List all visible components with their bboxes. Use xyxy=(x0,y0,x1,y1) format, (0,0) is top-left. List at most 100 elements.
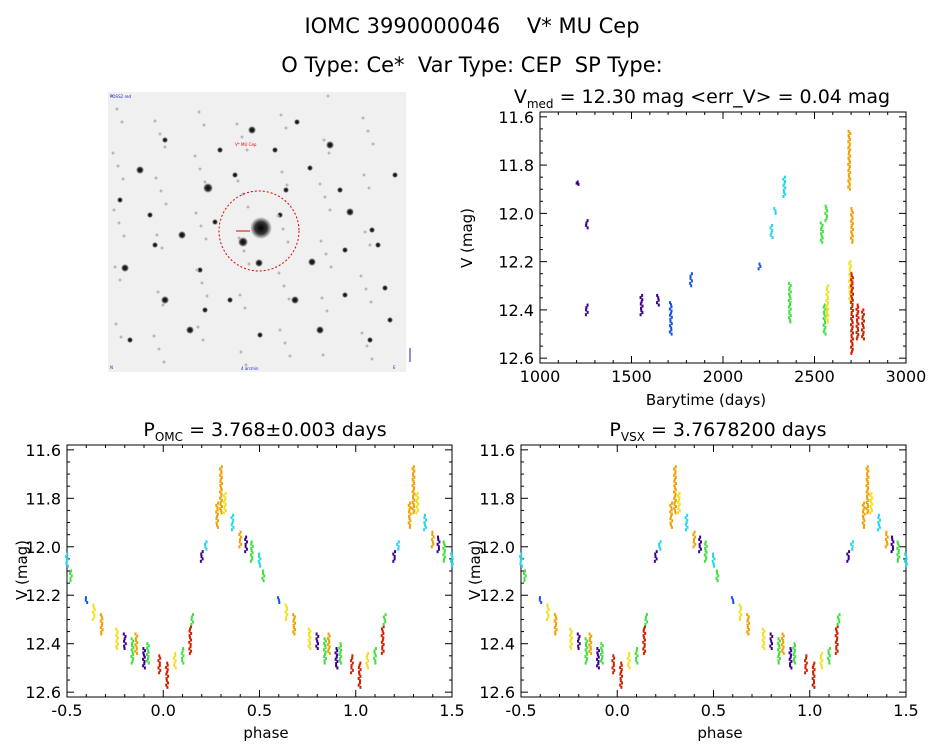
data-point xyxy=(761,627,764,631)
data-point xyxy=(519,554,522,558)
data-point xyxy=(284,617,287,621)
data-point xyxy=(99,626,102,630)
data-point xyxy=(813,661,816,665)
data-point xyxy=(339,644,342,648)
data-point xyxy=(628,666,631,670)
data-point xyxy=(896,540,899,544)
sky-image-panel: POSS2 red V* MU Cep N 4 arcmin E xyxy=(108,92,411,372)
data-point xyxy=(92,610,95,614)
data-point xyxy=(620,681,623,685)
data-point xyxy=(892,540,895,544)
faint-star xyxy=(329,265,333,269)
data-point xyxy=(351,661,354,665)
data-point xyxy=(293,615,296,619)
data-point xyxy=(866,511,869,515)
data-point xyxy=(905,562,908,566)
data-point xyxy=(397,540,400,544)
data-point xyxy=(636,647,639,651)
data-point xyxy=(689,274,692,278)
data-point xyxy=(217,519,220,523)
data-point xyxy=(220,488,223,492)
faint-star xyxy=(111,151,115,155)
data-point xyxy=(670,508,673,512)
data-point xyxy=(705,557,708,561)
data-point xyxy=(668,324,671,328)
data-point xyxy=(698,542,701,546)
data-point xyxy=(634,651,637,655)
data-point xyxy=(570,631,573,635)
data-point xyxy=(408,510,411,514)
faint-star xyxy=(121,177,125,181)
data-point xyxy=(612,654,615,658)
data-point xyxy=(789,320,792,324)
data-point xyxy=(641,311,644,315)
data-point xyxy=(340,661,343,665)
data-point xyxy=(436,550,439,554)
data-point xyxy=(335,647,338,651)
data-point xyxy=(782,634,785,638)
data-point xyxy=(712,554,715,558)
data-point xyxy=(848,136,851,140)
data-point xyxy=(92,603,95,607)
data-point xyxy=(813,685,816,689)
star xyxy=(178,231,186,239)
data-point xyxy=(896,557,899,561)
data-point xyxy=(686,518,689,522)
data-point xyxy=(586,310,589,314)
data-point xyxy=(811,676,814,680)
data-point xyxy=(200,554,203,558)
data-point xyxy=(166,681,169,685)
data-point xyxy=(861,521,864,525)
data-point xyxy=(523,579,526,583)
data-point xyxy=(199,559,202,563)
data-point xyxy=(890,550,893,554)
y-tick-label: 11.6 xyxy=(498,108,534,127)
data-point xyxy=(384,620,387,624)
data-point xyxy=(251,551,254,555)
faint-star xyxy=(116,164,120,168)
data-point xyxy=(856,326,859,330)
x-tick-label: 0.5 xyxy=(247,701,272,720)
x-tick-label: 1.5 xyxy=(893,701,918,720)
star xyxy=(232,172,238,178)
data-point xyxy=(585,650,588,654)
data-point xyxy=(357,676,360,680)
data-point xyxy=(857,328,860,332)
data-point xyxy=(554,630,557,634)
data-point xyxy=(394,550,397,554)
data-point xyxy=(232,518,235,522)
data-point xyxy=(158,671,161,675)
data-point xyxy=(823,303,826,307)
data-point xyxy=(686,513,689,517)
data-point xyxy=(847,185,850,189)
data-point xyxy=(136,651,139,655)
lightcurve-panel: Vmed = 12.30 mag <err_V> = 0.04 mag 1000… xyxy=(458,86,926,409)
data-point xyxy=(147,650,150,654)
data-point xyxy=(657,303,660,307)
data-point xyxy=(411,490,414,494)
data-point xyxy=(309,636,312,640)
data-point xyxy=(747,617,750,621)
data-point xyxy=(812,670,815,674)
data-point xyxy=(819,656,822,660)
data-point xyxy=(852,228,855,232)
faint-star xyxy=(246,205,250,209)
data-point xyxy=(824,219,827,223)
data-point xyxy=(847,554,850,558)
data-point xyxy=(307,644,310,648)
data-point xyxy=(674,505,677,509)
data-point xyxy=(180,651,183,655)
data-point xyxy=(861,317,864,321)
data-point xyxy=(238,540,241,544)
data-point xyxy=(670,326,673,330)
data-point xyxy=(711,559,714,563)
data-point xyxy=(443,551,446,555)
data-point xyxy=(774,209,777,213)
data-point xyxy=(340,655,343,659)
data-point xyxy=(847,175,850,179)
data-point xyxy=(793,659,796,663)
data-point xyxy=(905,554,908,558)
data-point xyxy=(705,555,708,559)
data-point xyxy=(850,345,853,349)
data-point xyxy=(324,639,327,643)
